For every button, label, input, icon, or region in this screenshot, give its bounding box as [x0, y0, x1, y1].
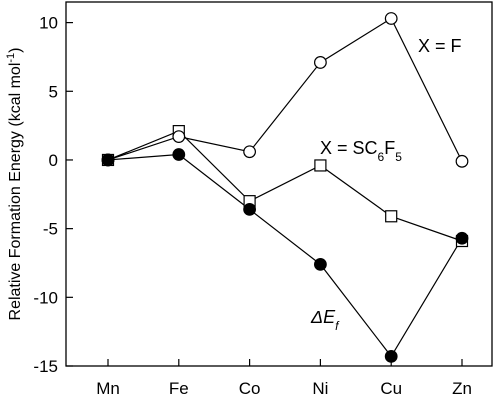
- y-tick-label: -15: [33, 357, 58, 376]
- x-tick-label: Co: [239, 379, 261, 398]
- series-markers: [101, 12, 469, 363]
- data-point-filled-circle: [101, 153, 115, 167]
- annotation-de-main: ΔE: [310, 307, 336, 327]
- y-tick-label: 10: [39, 14, 58, 33]
- series-line: [107, 17, 463, 162]
- series-line: [107, 153, 463, 358]
- annotation-x-sc6f5: X = SC6F5: [320, 138, 402, 164]
- y-axis-label-main: Relative Formation Energy (kcal mol: [7, 63, 24, 321]
- annotation-sc-prefix: X = SC: [320, 138, 378, 158]
- y-tick-label: 5: [49, 82, 58, 101]
- data-point-filled-circle: [172, 148, 186, 161]
- y-axis-label-sup: -1: [5, 53, 17, 63]
- x-tick-label: Cu: [380, 379, 402, 398]
- annotation-delta-ef: ΔEf: [310, 307, 340, 333]
- data-point-open-circle: [384, 12, 398, 25]
- data-point-open-circle: [172, 130, 186, 144]
- x-axis: Mn Fe Co Ni Cu Zn: [96, 359, 472, 398]
- plot-frame: [65, 1, 493, 367]
- data-point-filled-circle: [384, 349, 398, 363]
- x-tick-label: Fe: [169, 379, 189, 398]
- y-tick-label: 0: [49, 151, 58, 170]
- data-point-filled-circle: [314, 257, 327, 271]
- data-point-open-circle: [243, 145, 257, 159]
- series-lines: [107, 17, 463, 358]
- y-axis-label: Relative Formation Energy (kcal mol-1): [5, 48, 24, 321]
- annotation-x-f: X = F: [418, 36, 462, 56]
- y-tick-label: -10: [33, 288, 58, 307]
- y-axis-label-close: ): [7, 48, 24, 53]
- data-point-open-circle: [455, 154, 469, 168]
- x-tick-label: Mn: [96, 379, 120, 398]
- x-tick-label: Ni: [312, 379, 328, 398]
- y-tick-label: -5: [43, 220, 58, 239]
- annotation-sc-mid: F: [384, 138, 395, 158]
- annotation-sc-sub2: 5: [395, 150, 402, 164]
- series-line: [107, 130, 463, 242]
- data-point-filled-circle: [455, 231, 469, 245]
- x-tick-label: Zn: [452, 379, 472, 398]
- data-point-filled-circle: [243, 203, 257, 216]
- annotation-de-sub: f: [335, 319, 340, 333]
- y-axis: 10 5 0 -5 -10 -15: [33, 14, 73, 376]
- data-point-square: [314, 159, 327, 172]
- data-point-open-circle: [314, 56, 327, 69]
- annotation-sc-sub1: 6: [378, 150, 385, 164]
- data-point-square: [385, 210, 398, 223]
